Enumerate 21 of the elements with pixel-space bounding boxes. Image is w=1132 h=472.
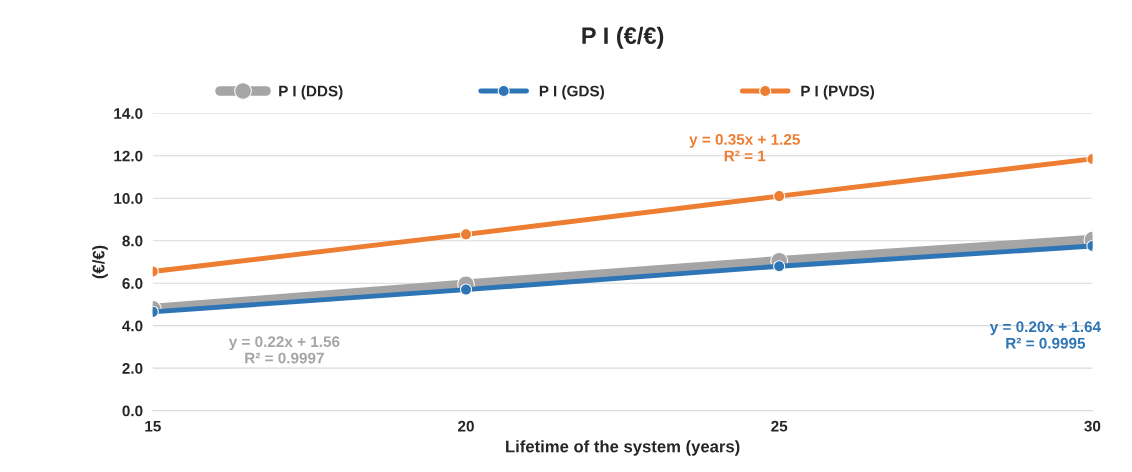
x-tick-label: 15 (145, 420, 161, 432)
x-tick-label: 30 (1084, 420, 1101, 432)
annotation: y = 0.35x + 1.25 R² = 1 (689, 134, 800, 162)
y-tick-label: 10.0 (114, 193, 143, 204)
y-tick-label: 0.0 (122, 405, 143, 417)
y-tick-label: 4.0 (122, 320, 143, 332)
annotation: y = 0.20x + 1.64 R² = 0.9995 (989, 321, 1101, 349)
legend-label: P I (PVDS) (801, 85, 874, 100)
y-tick-label: 12.0 (114, 150, 143, 162)
x-axis-title: Lifetime of the system (years) (506, 440, 740, 456)
legend-label: P I (DDS) (279, 85, 343, 100)
chart-title: P I (€/€) (582, 26, 664, 49)
x-tick-label: 20 (458, 420, 474, 432)
y-tick-label: 8.0 (122, 235, 143, 247)
y-axis-title: (€/€) (92, 245, 108, 279)
y-tick-label: 14.0 (114, 108, 143, 119)
legend-label: P I (GDS) (539, 85, 604, 100)
y-tick-label: 2.0 (122, 363, 143, 374)
y-tick-label: 6.0 (122, 278, 143, 289)
x-tick-label: 25 (771, 420, 788, 432)
annotation: y = 0.22x + 1.56 R² = 0.9997 (228, 336, 340, 364)
